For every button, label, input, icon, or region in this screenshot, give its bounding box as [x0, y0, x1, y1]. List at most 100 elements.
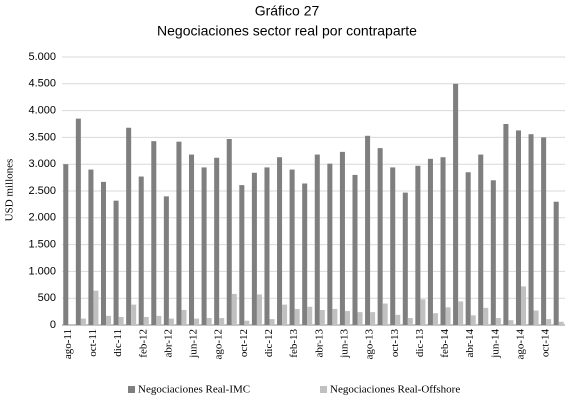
- x-tick-label: oct-12: [238, 329, 250, 357]
- chart-subtitle: Negociaciones sector real por contrapart…: [157, 23, 417, 39]
- bar: [219, 318, 225, 325]
- bar: [432, 313, 438, 325]
- bar: [515, 130, 521, 325]
- bar: [445, 307, 451, 325]
- x-tick-label: feb-13: [288, 329, 300, 358]
- x-tick-label: jun-12: [188, 329, 200, 359]
- bar: [377, 148, 383, 325]
- bar: [282, 304, 288, 325]
- x-tick-label: feb-14: [439, 329, 451, 358]
- bar: [138, 176, 144, 325]
- bar: [407, 318, 413, 325]
- bar: [277, 157, 283, 325]
- bar: [357, 312, 363, 325]
- x-tick-label: abr-12: [162, 329, 174, 358]
- y-tick-label: 5.000: [28, 51, 56, 63]
- y-tick-label: 3.500: [28, 131, 56, 143]
- y-tick-label: 2.500: [28, 185, 56, 197]
- bar: [483, 307, 489, 325]
- bar: [156, 315, 162, 325]
- bar: [528, 134, 534, 325]
- bar: [503, 124, 509, 325]
- x-tick-label: ago-11: [62, 329, 74, 359]
- bar: [264, 167, 270, 325]
- legend-swatch: [128, 386, 135, 393]
- y-tick-label: 0: [50, 319, 56, 331]
- bar: [553, 201, 559, 325]
- x-tick-label: ago-12: [213, 329, 225, 360]
- y-tick-label: 3.000: [28, 158, 56, 170]
- bar: [80, 318, 86, 325]
- bar: [151, 141, 157, 325]
- bar: [63, 164, 69, 325]
- bar: [339, 151, 345, 325]
- y-tick-label: 4.000: [28, 105, 56, 117]
- legend-swatch: [320, 386, 327, 393]
- bar: [189, 154, 195, 325]
- legend-label: Negociaciones Real-Offshore: [330, 384, 460, 396]
- x-tick-label: dic-13: [414, 329, 426, 358]
- bar: [168, 318, 174, 325]
- x-tick-label: oct-11: [87, 329, 99, 357]
- bar: [465, 172, 471, 325]
- bar: [118, 316, 124, 325]
- bar: [100, 181, 107, 325]
- bar: [470, 315, 476, 325]
- x-tick-label: jun-13: [338, 329, 350, 359]
- bar: [533, 310, 539, 325]
- bar: [546, 319, 552, 325]
- legend-label: Negociaciones Real-IMC: [138, 384, 250, 396]
- bar: [106, 315, 112, 325]
- chart-title: Gráfico 27: [255, 3, 320, 19]
- bar: [365, 135, 371, 325]
- bar: [344, 311, 350, 325]
- bar: [332, 308, 338, 325]
- bar: [143, 316, 149, 325]
- bar: [327, 163, 333, 325]
- y-tick-label: 1.500: [28, 239, 56, 251]
- x-tick-label: feb-12: [137, 329, 149, 358]
- bar: [131, 304, 137, 325]
- bar: [88, 169, 94, 325]
- bar: [231, 293, 237, 325]
- y-tick-label: 2.000: [28, 212, 56, 224]
- bar: [458, 301, 464, 325]
- bar: [289, 169, 295, 325]
- bar: [251, 172, 257, 325]
- bar: [520, 286, 527, 325]
- x-tick-label: abr-14: [464, 329, 476, 358]
- bar: [495, 318, 501, 325]
- bar: [420, 299, 426, 325]
- bar: [370, 312, 376, 325]
- bar: [395, 314, 401, 325]
- bar: [176, 141, 182, 325]
- bar: [478, 154, 484, 325]
- bar: [206, 318, 212, 325]
- bar: [239, 185, 245, 325]
- bar: [113, 200, 119, 325]
- bar: [214, 157, 220, 325]
- x-tick-label: dic-11: [112, 329, 124, 357]
- bar: [402, 192, 408, 325]
- bar: [490, 180, 496, 325]
- bar: [194, 318, 200, 325]
- bar: [294, 308, 300, 325]
- bar: [415, 165, 421, 325]
- bar: [302, 183, 308, 325]
- bar: [163, 196, 169, 325]
- x-tick-label: oct-14: [540, 329, 552, 358]
- bar: [352, 174, 358, 325]
- x-tick-label: abr-13: [313, 329, 325, 358]
- bar: [307, 306, 313, 325]
- y-axis-label: USD millones: [4, 159, 16, 222]
- bar: [319, 309, 325, 325]
- x-tick-label: ago-14: [515, 329, 527, 360]
- y-tick-label: 500: [38, 292, 56, 304]
- bar: [440, 157, 446, 325]
- bar: [427, 158, 433, 325]
- x-tick-label: ago-13: [364, 329, 376, 360]
- bar: [541, 137, 547, 325]
- bar: [126, 127, 132, 325]
- bar: [256, 294, 262, 325]
